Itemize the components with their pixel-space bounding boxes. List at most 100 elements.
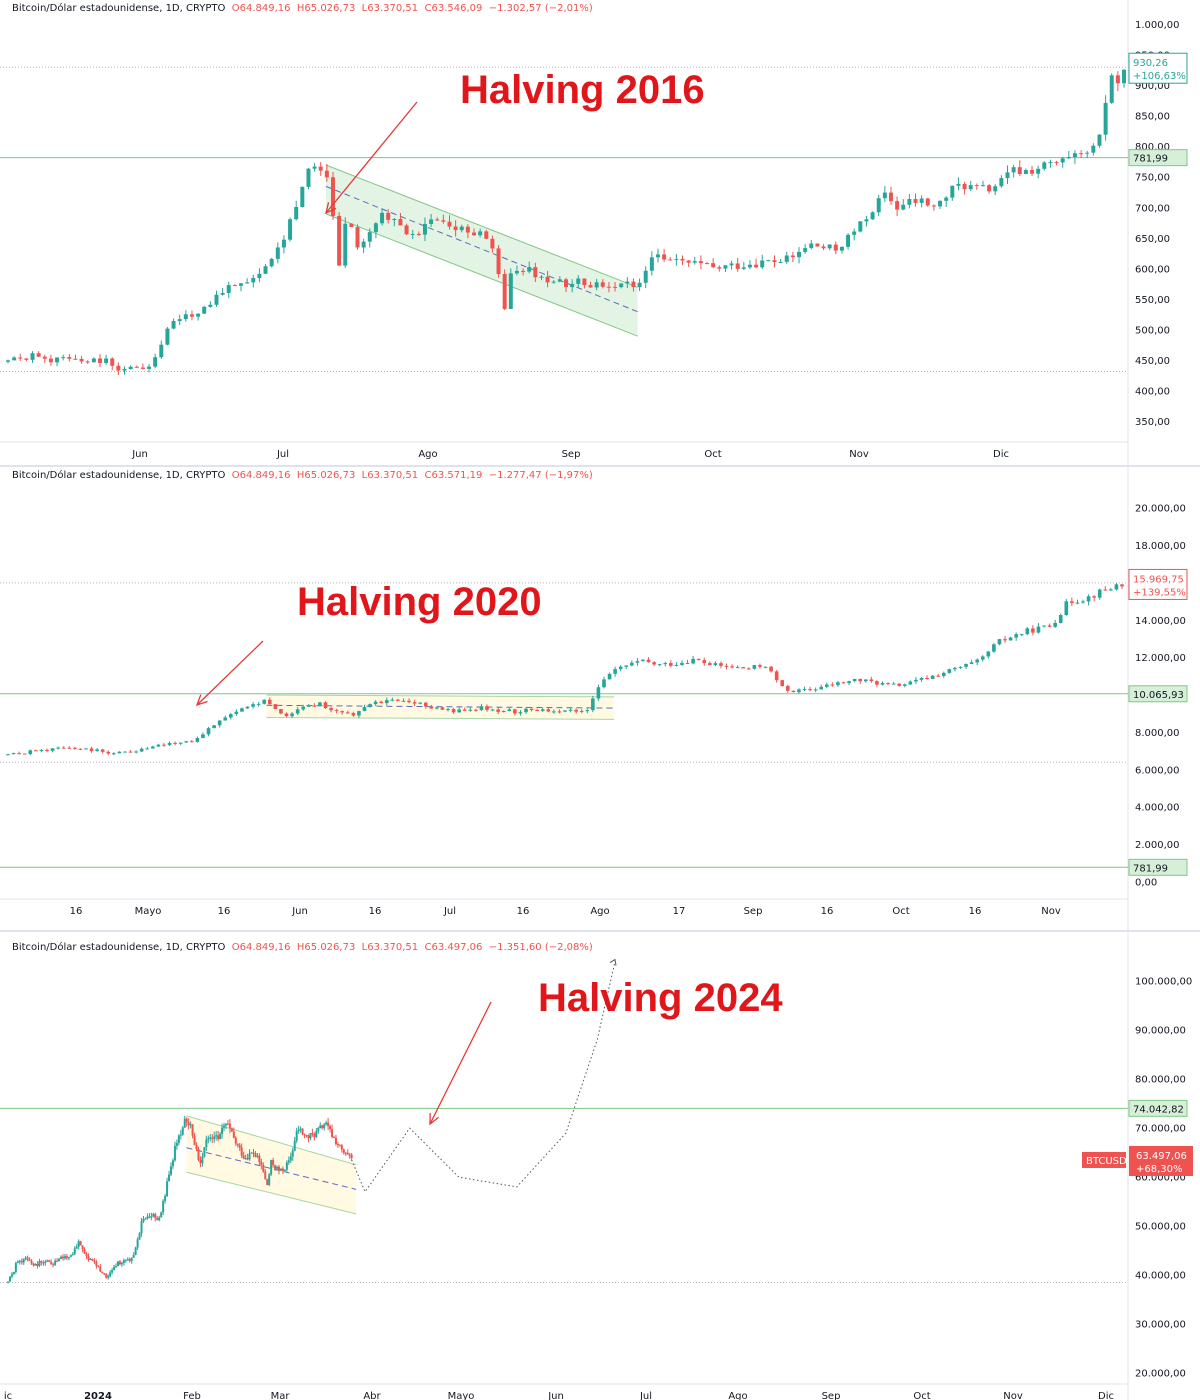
y-tick-label: 20.000,00 bbox=[1135, 504, 1186, 515]
candle bbox=[1031, 628, 1035, 633]
candle bbox=[206, 728, 211, 735]
candle bbox=[279, 709, 283, 714]
candle bbox=[226, 285, 231, 293]
candle bbox=[130, 1257, 133, 1261]
y-tick-label: 90.000,00 bbox=[1135, 1026, 1186, 1037]
candle bbox=[128, 366, 133, 370]
candle bbox=[869, 679, 874, 682]
candle bbox=[646, 659, 651, 663]
candle bbox=[263, 266, 268, 274]
candle bbox=[197, 1149, 200, 1160]
level-label: 74.042,82 bbox=[1133, 1104, 1184, 1115]
candle bbox=[26, 1257, 29, 1260]
candle bbox=[1086, 596, 1091, 602]
candle bbox=[897, 683, 902, 686]
candle bbox=[46, 1260, 49, 1262]
y-tick-label: 800,00 bbox=[1135, 142, 1170, 153]
candle bbox=[501, 711, 506, 713]
candle bbox=[344, 1152, 347, 1154]
candle bbox=[207, 1138, 210, 1140]
candle bbox=[876, 198, 881, 213]
candle bbox=[410, 233, 415, 235]
candle bbox=[299, 1128, 302, 1130]
candle bbox=[1115, 75, 1120, 84]
candle bbox=[89, 1259, 92, 1261]
candle bbox=[323, 702, 328, 709]
candle bbox=[101, 1271, 104, 1274]
annotation-arrowhead bbox=[429, 1112, 440, 1126]
candle bbox=[1064, 601, 1069, 616]
candle bbox=[311, 1133, 314, 1135]
candle bbox=[40, 1261, 43, 1263]
x-tick-label: Abr bbox=[363, 1391, 381, 1400]
x-tick-label: Feb bbox=[183, 1391, 201, 1400]
candle bbox=[128, 1259, 131, 1261]
candle bbox=[306, 168, 311, 187]
candle bbox=[85, 361, 90, 363]
candle bbox=[746, 668, 751, 670]
candle bbox=[269, 258, 274, 267]
candle bbox=[474, 709, 478, 711]
candle bbox=[330, 177, 335, 216]
candle bbox=[386, 212, 391, 220]
candle bbox=[115, 1266, 118, 1268]
change-value: −1.351,60 (−2,08%) bbox=[488, 942, 593, 953]
symbol-label: Bitcoin/Dólar estadounidense, 1D, CRYPTO bbox=[12, 3, 226, 14]
candle bbox=[189, 741, 194, 743]
chart-2024[interactable]: 20.000,00 30.000,00 40.000,00 50.000,00 60.0… bbox=[0, 932, 1200, 1400]
symbol-label: Bitcoin/Dólar estadounidense, 1D, CRYPTO bbox=[12, 470, 226, 481]
candle bbox=[361, 241, 366, 248]
candle bbox=[624, 665, 629, 667]
y-tick-label: 60.000,00 bbox=[1135, 1173, 1186, 1184]
candle bbox=[938, 200, 943, 207]
x-tick-label: 16 bbox=[70, 906, 83, 917]
last-price-change: +106,63% bbox=[1133, 71, 1186, 82]
candle bbox=[199, 1159, 202, 1164]
candle bbox=[28, 1259, 31, 1261]
candle bbox=[177, 319, 182, 322]
candle bbox=[479, 706, 484, 711]
candle bbox=[950, 185, 955, 198]
candle bbox=[256, 1155, 259, 1157]
candle bbox=[741, 667, 746, 669]
candle bbox=[1003, 639, 1007, 641]
candle bbox=[729, 263, 734, 266]
candle bbox=[527, 267, 532, 272]
candle bbox=[246, 1158, 249, 1160]
chart-2020[interactable]: 0,00 2.000,00 4.000,00 6.000,00 8.000,00 10.0… bbox=[0, 467, 1200, 930]
candle bbox=[34, 1263, 37, 1266]
high-value: H65.026,73 bbox=[296, 3, 356, 14]
candle bbox=[930, 675, 935, 679]
candle bbox=[343, 223, 348, 266]
candle bbox=[429, 706, 434, 709]
candle bbox=[321, 1125, 324, 1129]
x-tick-label: Dic bbox=[1098, 1391, 1114, 1400]
candle bbox=[802, 689, 807, 691]
candle bbox=[723, 265, 728, 269]
candle bbox=[705, 263, 710, 265]
candle bbox=[61, 747, 66, 749]
candle bbox=[81, 1245, 84, 1250]
candle bbox=[514, 270, 519, 274]
candle bbox=[334, 710, 339, 712]
x-tick-label: ic bbox=[4, 1391, 12, 1400]
candle bbox=[797, 251, 802, 258]
candle bbox=[1103, 589, 1108, 591]
candle bbox=[52, 1264, 55, 1266]
candle bbox=[97, 1265, 100, 1267]
candle bbox=[36, 353, 41, 357]
candle bbox=[166, 1181, 169, 1197]
x-tick-label: Sep bbox=[562, 449, 581, 460]
y-tick-label: 450,00 bbox=[1135, 356, 1170, 367]
candle bbox=[669, 663, 673, 666]
candle bbox=[162, 1201, 165, 1213]
candle bbox=[774, 671, 779, 681]
candle bbox=[1048, 162, 1053, 164]
y-tick-label: 50.000,00 bbox=[1135, 1222, 1186, 1233]
candle bbox=[944, 197, 949, 201]
chart-2016[interactable]: 350,00 400,00 450,00 500,00 550,00 600,00 650,… bbox=[0, 0, 1200, 465]
candle bbox=[947, 669, 952, 673]
x-tick-label: Jun bbox=[131, 449, 148, 460]
candle bbox=[858, 678, 863, 682]
candle bbox=[258, 1155, 261, 1163]
